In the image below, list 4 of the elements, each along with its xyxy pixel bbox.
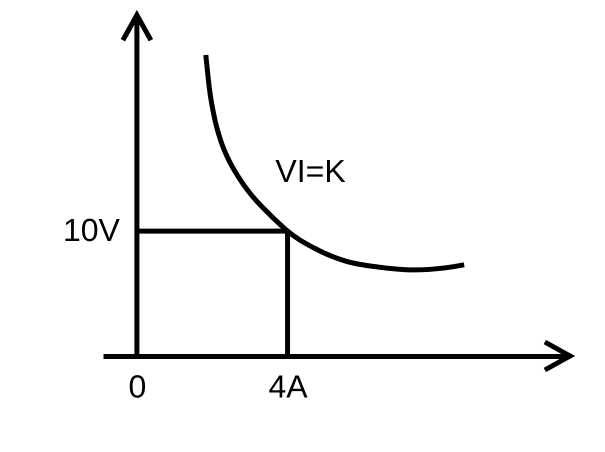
annotation: 10V [62, 212, 121, 248]
x-tick-label: 0 [128, 368, 146, 404]
series-label: VI=K [275, 153, 346, 190]
x-tick-label: 4A [268, 368, 308, 404]
